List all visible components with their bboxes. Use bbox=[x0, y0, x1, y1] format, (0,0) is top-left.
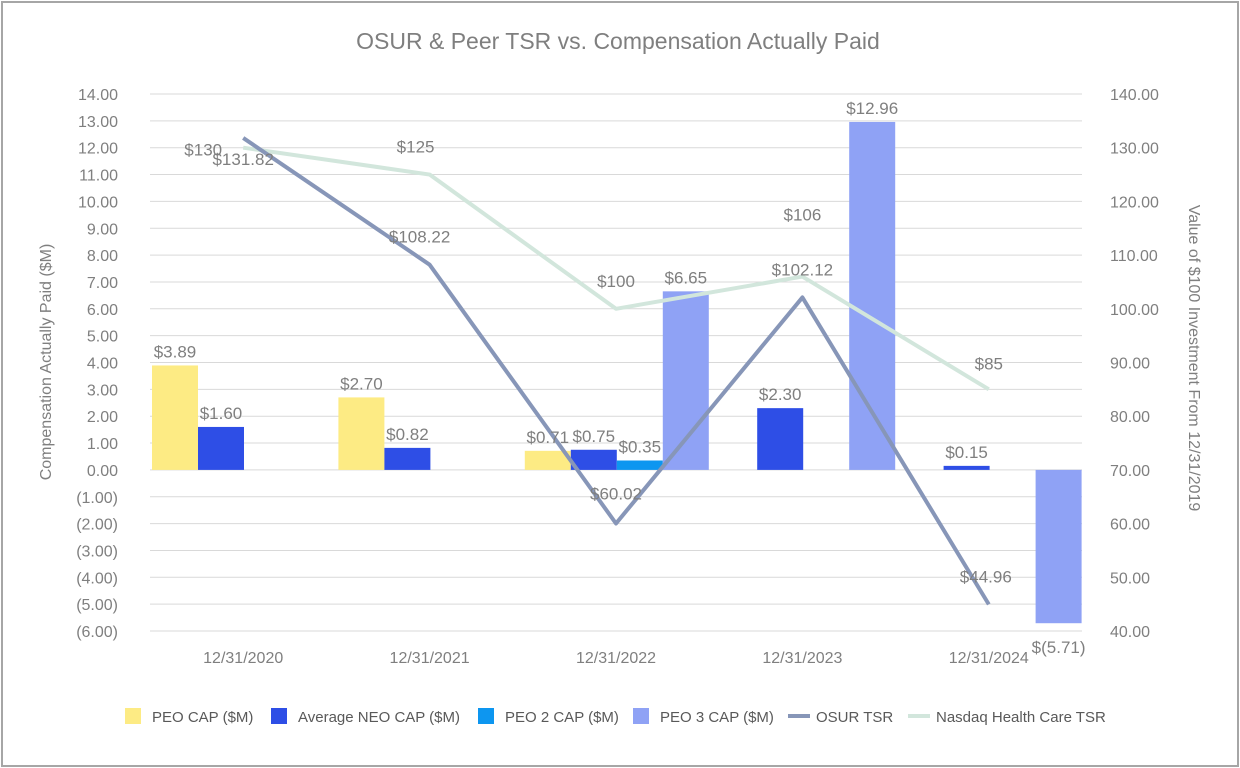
y-tick-label: 9.00 bbox=[87, 221, 118, 238]
y-tick-label: (1.00) bbox=[76, 490, 118, 507]
y-tick-label: 7.00 bbox=[87, 275, 118, 292]
legend-label: Nasdaq Health Care TSR bbox=[936, 709, 1106, 726]
line-data-label: $130 bbox=[184, 141, 222, 160]
bar-data-label: $2.30 bbox=[759, 385, 802, 404]
y-tick-label: 5.00 bbox=[87, 329, 118, 346]
line-series-group bbox=[242, 136, 991, 606]
chart-title: OSUR & Peer TSR vs. Compensation Actuall… bbox=[356, 28, 880, 54]
line-series bbox=[242, 136, 991, 606]
bar-data-label: $(5.71) bbox=[1032, 638, 1086, 657]
line-series bbox=[242, 145, 990, 392]
y-tick-label: (2.00) bbox=[76, 517, 118, 534]
legend-label: PEO CAP ($M) bbox=[152, 709, 253, 726]
y2-tick-label: 90.00 bbox=[1110, 356, 1150, 373]
legend-swatch bbox=[125, 708, 141, 724]
y2-tick-label: 40.00 bbox=[1110, 624, 1150, 641]
line-data-label: $85 bbox=[975, 354, 1003, 373]
y2-tick-label: 60.00 bbox=[1110, 517, 1150, 534]
bar-data-label: $2.70 bbox=[340, 374, 383, 393]
line-data-label: $131.82 bbox=[212, 150, 273, 169]
right-axis-ticks: 140.00 130.00 120.00 110.00 100.00 90.00 80.00… bbox=[1110, 87, 1159, 641]
bar-data-label: $0.82 bbox=[386, 425, 429, 444]
y-tick-label: 0.00 bbox=[87, 463, 118, 480]
bar bbox=[198, 426, 244, 470]
line-data-label: $108.22 bbox=[389, 228, 450, 247]
legend-swatch bbox=[271, 708, 287, 724]
line-data-label: $100 bbox=[597, 272, 635, 291]
bar bbox=[943, 465, 990, 470]
line-data-label: $60.02 bbox=[590, 484, 642, 503]
y-tick-label: (3.00) bbox=[76, 543, 118, 560]
bar bbox=[1035, 469, 1082, 624]
bar bbox=[152, 365, 198, 470]
left-axis-title: Compensation Actually Paid ($M) bbox=[38, 244, 55, 481]
x-tick-label: 12/31/2024 bbox=[949, 650, 1029, 667]
legend-swatch bbox=[478, 708, 494, 724]
category-axis-ticks: 12/31/2020 12/31/2021 12/31/2022 12/31/2023… bbox=[203, 650, 1029, 667]
y-tick-label: (4.00) bbox=[76, 570, 118, 587]
line-data-label: $102.12 bbox=[772, 260, 833, 279]
bar-data-label: $0.71 bbox=[527, 428, 570, 447]
y-tick-label: 4.00 bbox=[87, 356, 118, 373]
x-tick-label: 12/31/2023 bbox=[762, 650, 842, 667]
bar-data-label: $0.15 bbox=[945, 443, 988, 462]
bar bbox=[757, 408, 804, 470]
y2-tick-label: 110.00 bbox=[1110, 248, 1158, 265]
y-tick-label: 11.00 bbox=[79, 168, 118, 185]
legend-label: PEO 3 CAP ($M) bbox=[660, 709, 774, 726]
legend: PEO CAP ($M) Average NEO CAP ($M) PEO 2 CA… bbox=[125, 708, 1106, 726]
y-tick-label: 10.00 bbox=[78, 194, 118, 211]
y-tick-label: 8.00 bbox=[87, 248, 118, 265]
y-tick-label: 6.00 bbox=[87, 302, 118, 319]
right-axis-title: Value of $100 Investment From 12/31/2019 bbox=[1185, 205, 1202, 512]
y2-tick-label: 80.00 bbox=[1110, 409, 1150, 426]
x-tick-label: 12/31/2020 bbox=[203, 650, 283, 667]
bar-series-group bbox=[152, 121, 1082, 624]
bar-data-label: $0.35 bbox=[619, 438, 662, 457]
legend-label: PEO 2 CAP ($M) bbox=[505, 709, 619, 726]
bar-data-labels: $3.89 $2.70 $0.71 $1.60 $0.82 $0.75 $2.30 $0.15… bbox=[154, 99, 1086, 657]
y2-tick-label: 70.00 bbox=[1110, 463, 1150, 480]
y-tick-label: 3.00 bbox=[87, 382, 118, 399]
y2-tick-label: 100.00 bbox=[1110, 302, 1159, 319]
bar bbox=[384, 447, 431, 470]
line-data-label: $106 bbox=[783, 206, 821, 225]
gridlines bbox=[150, 93, 1082, 632]
y-tick-label: (6.00) bbox=[76, 624, 118, 641]
y2-tick-label: 50.00 bbox=[1110, 570, 1150, 587]
line-data-label: $44.96 bbox=[960, 567, 1012, 586]
bar bbox=[849, 121, 896, 470]
y-tick-label: (5.00) bbox=[76, 597, 118, 614]
y-tick-label: 2.00 bbox=[87, 409, 118, 426]
line-data-label: $125 bbox=[397, 138, 435, 157]
y2-tick-label: 140.00 bbox=[1110, 87, 1159, 104]
y2-tick-label: 120.00 bbox=[1110, 194, 1159, 211]
bar-data-label: $6.65 bbox=[665, 268, 708, 287]
bar bbox=[616, 460, 663, 470]
y2-tick-label: 130.00 bbox=[1110, 141, 1159, 158]
bar-data-label: $1.60 bbox=[200, 404, 243, 423]
bar bbox=[662, 291, 709, 470]
bar-data-label: $12.96 bbox=[846, 99, 898, 118]
legend-label: OSUR TSR bbox=[816, 709, 893, 726]
bar bbox=[570, 449, 617, 470]
line-data-labels: $131.82 $108.22 $60.02 $102.12 $44.96 $130 $12… bbox=[184, 138, 1012, 587]
bar bbox=[524, 450, 571, 470]
y-tick-label: 12.00 bbox=[78, 141, 118, 158]
x-tick-label: 12/31/2021 bbox=[390, 650, 470, 667]
bar-data-label: $0.75 bbox=[573, 427, 616, 446]
x-tick-label: 12/31/2022 bbox=[576, 650, 656, 667]
bar bbox=[338, 397, 385, 470]
y-tick-label: 13.00 bbox=[78, 114, 118, 131]
bar-data-label: $3.89 bbox=[154, 342, 197, 361]
left-axis-ticks: 14.00 13.00 12.00 11.00 10.00 9.00 8.00 7.00 6.0… bbox=[76, 87, 118, 641]
legend-label: Average NEO CAP ($M) bbox=[298, 709, 460, 726]
legend-swatch bbox=[633, 708, 649, 724]
y-tick-label: 14.00 bbox=[78, 87, 118, 104]
y-tick-label: 1.00 bbox=[87, 436, 118, 453]
